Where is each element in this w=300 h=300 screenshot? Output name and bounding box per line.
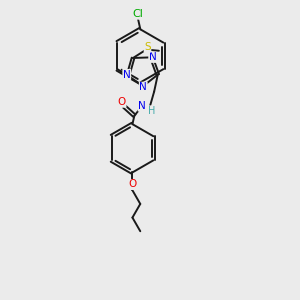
- Text: Cl: Cl: [133, 9, 143, 19]
- Text: N: N: [138, 101, 146, 111]
- Text: S: S: [144, 42, 151, 52]
- Text: O: O: [128, 179, 136, 190]
- Text: N: N: [149, 52, 157, 62]
- Text: N: N: [140, 82, 147, 92]
- Text: H: H: [148, 106, 155, 116]
- Text: O: O: [118, 97, 126, 107]
- Text: N: N: [123, 70, 130, 80]
